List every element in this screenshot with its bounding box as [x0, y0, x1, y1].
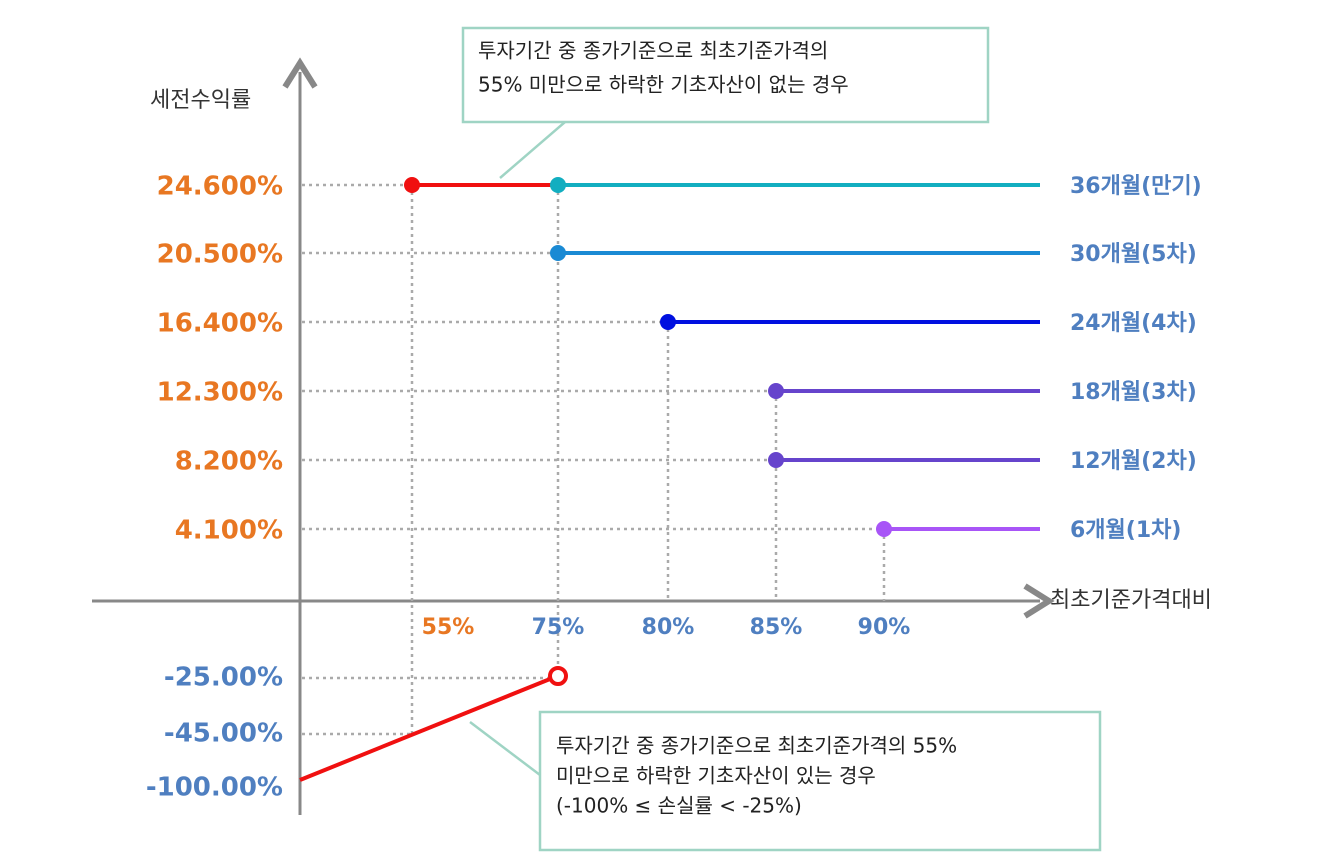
- payoff-point: [768, 452, 784, 468]
- callout-text: 투자기간 중 종가기준으로 최초기준가격의: [478, 39, 828, 63]
- y-label: -25.00%: [164, 663, 283, 693]
- y-label: 24.600%: [157, 172, 283, 202]
- callout-pointer: [469, 721, 541, 776]
- payoff-point: [876, 521, 892, 537]
- loss-point: [548, 666, 568, 686]
- period-label: 30개월(5차): [1070, 242, 1197, 267]
- callout-text: 투자기간 중 종가기준으로 최초기준가격의 55%: [556, 734, 957, 758]
- callout-text: 미만으로 하락한 기초자산이 있는 경우: [556, 764, 876, 788]
- period-label: 6개월(1차): [1070, 518, 1181, 543]
- period-label: 12개월(2차): [1070, 449, 1197, 474]
- callout-text: (-100% ≤ 손실률 < -25%): [556, 794, 802, 818]
- callout-box: [538, 710, 1102, 852]
- loss-line: [299, 677, 551, 782]
- payoff-point: [404, 177, 420, 193]
- payoff-point: [550, 177, 566, 193]
- y-label: 8.200%: [175, 447, 283, 477]
- x-label: 85%: [750, 615, 803, 640]
- payoff-point: [550, 245, 566, 261]
- x-label: 55%: [422, 615, 475, 640]
- y-label: 20.500%: [157, 240, 283, 270]
- period-label: 36개월(만기): [1070, 174, 1202, 199]
- y-axis-label: 세전수익률: [150, 88, 251, 113]
- y-label: 12.300%: [157, 378, 283, 408]
- x-label: 90%: [858, 615, 911, 640]
- payoff-point: [660, 314, 676, 330]
- payoff-point: [768, 383, 784, 399]
- callout-pointer: [499, 121, 566, 179]
- period-label: 24개월(4차): [1070, 311, 1197, 336]
- x-label: 75%: [532, 615, 585, 640]
- period-label: 18개월(3차): [1070, 380, 1197, 405]
- x-label: 80%: [642, 615, 695, 640]
- callout-text: 55% 미만으로 하락한 기초자산이 없는 경우: [478, 73, 849, 97]
- x-axis-label: 최초기준가격대비: [1050, 588, 1212, 613]
- y-label: -45.00%: [164, 719, 283, 749]
- y-label: 16.400%: [157, 309, 283, 339]
- callout-box: [461, 26, 990, 124]
- y-label: 4.100%: [175, 516, 283, 546]
- y-label: -100.00%: [146, 773, 283, 803]
